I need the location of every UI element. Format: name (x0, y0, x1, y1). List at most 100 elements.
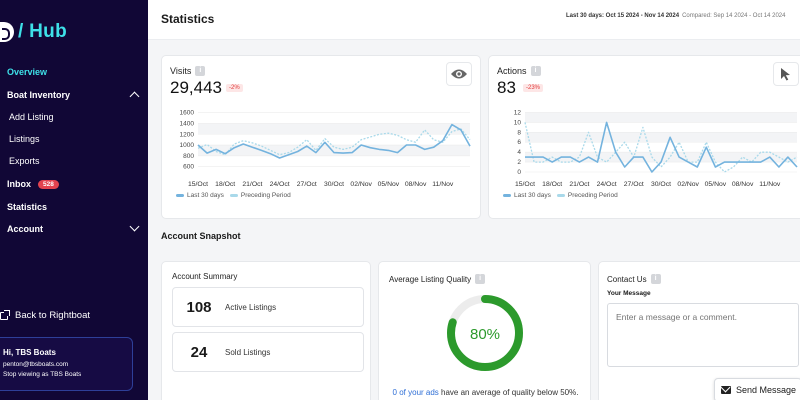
contact-title: Contact Us i (607, 274, 661, 284)
date-range-current: Last 30 days: Oct 15 2024 - Nov 14 2024 (566, 13, 680, 19)
send-message-label: Send Message (736, 385, 797, 395)
chevron-down-icon[interactable] (129, 221, 140, 232)
sidebar-item-label: Statistics (7, 202, 48, 212)
legend-item-previous: Preceding Period (229, 192, 291, 199)
sidebar-item-account[interactable]: Account (0, 221, 148, 234)
sidebar-item-label: Boat Inventory (7, 90, 71, 100)
contact-card: Contact Us i Your Message (598, 261, 800, 400)
actions-chart: 0 2 4 6 8 10 12 15/Oct 18/Oct 21/Oct 24/Oct 27/Oct 3… (489, 106, 800, 198)
page-title: Statistics (161, 12, 215, 26)
y-tick-label: 1600 (180, 110, 195, 117)
x-tick-label: 08/Nov (405, 181, 427, 188)
stop-viewing-link[interactable]: Stop viewing as TBS Boats (3, 371, 82, 378)
x-tick-label: 02/Nov (350, 181, 372, 188)
back-to-rightboat-link[interactable]: Back to Rightboat (0, 309, 148, 321)
legend-label: Preceding Period (567, 192, 618, 199)
x-tick-label: 05/Nov (705, 181, 727, 188)
active-listings-box[interactable]: 108 Active Listings (172, 287, 364, 327)
date-range[interactable]: Last 30 days: Oct 15 2024 - Nov 14 2024 C… (566, 13, 785, 19)
gauge-value: 80% (470, 326, 500, 343)
brand-logo[interactable]: / Hub (0, 20, 67, 44)
series-line-previous (524, 122, 798, 173)
visits-chart-svg: 600 800 1000 1200 1400 1600 15/Oct 18/Oct 21/Oct… (180, 110, 471, 188)
grid-band (525, 152, 797, 163)
y-tick-label: 6 (517, 139, 521, 146)
gauge-arc (447, 295, 523, 371)
eye-icon (451, 69, 467, 79)
x-tick-label: 11/Nov (759, 181, 781, 188)
sidebar-item-exports[interactable]: Exports (0, 156, 148, 166)
legend-swatch (556, 194, 565, 197)
x-tick-label: 27/Oct (624, 181, 644, 188)
y-tick-label: 600 (183, 164, 194, 171)
x-tick-label: 05/Nov (378, 181, 400, 188)
y-tick-label: 1200 (180, 131, 195, 138)
user-card: Hi, TBS Boats penton@tbsboats.com Stop v… (0, 337, 133, 391)
grid-band (525, 132, 797, 143)
legend-swatch (176, 194, 184, 197)
y-tick-label: 10 (514, 119, 522, 126)
info-icon[interactable]: i (530, 66, 541, 76)
sidebar-item-label: Add Listing (9, 112, 54, 122)
x-tick-label: 21/Oct (569, 181, 589, 188)
info-icon[interactable]: i (475, 274, 486, 284)
y-tick-label: 800 (183, 153, 194, 160)
brand-text: / Hub (18, 21, 67, 42)
actions-delta-badge: -23% (523, 84, 544, 92)
inbox-count-badge: 528 (38, 179, 59, 189)
info-icon[interactable]: i (195, 66, 206, 76)
ads-below-threshold-link[interactable]: 0 of your ads (392, 388, 439, 397)
actions-title: Actions i (497, 66, 541, 76)
sidebar-item-add-listing[interactable]: Add Listing (0, 112, 148, 122)
x-tick-label: 18/Oct (215, 181, 235, 188)
account-summary-title: Account Summary (172, 272, 238, 281)
quality-footnote: 0 of your ads have an average of quality… (379, 388, 592, 397)
x-tick-label: 30/Oct (651, 181, 671, 188)
sold-listings-count: 24 (190, 343, 208, 361)
sidebar-item-boat-inventory[interactable]: Boat Inventory (0, 90, 148, 102)
account-summary-card: Account Summary 108 Active Listings 24 S… (161, 261, 371, 400)
x-tick-label: 27/Oct (297, 181, 317, 188)
sidebar-item-label: Account (7, 224, 43, 234)
sidebar-item-label: Exports (9, 156, 40, 166)
anchor-logo-icon (0, 22, 14, 42)
y-tick-label: 1400 (180, 120, 195, 127)
sidebar-item-listings[interactable]: Listings (0, 134, 148, 144)
x-tick-label: 30/Oct (324, 181, 344, 188)
visits-legend: Last 30 days Preceding Period (176, 192, 297, 199)
sold-listings-box[interactable]: 24 Sold Listings (172, 332, 364, 372)
series-line-current (525, 121, 798, 173)
legend-item-current: Last 30 days (176, 192, 224, 199)
send-message-button[interactable]: Send Message (714, 378, 800, 400)
y-tick-label: 4 (517, 149, 521, 156)
sidebar-item-overview[interactable]: Overview (0, 67, 148, 77)
legend-swatch (229, 194, 238, 197)
page-header: Statistics Last 30 days: Oct 15 2024 - N… (148, 0, 800, 40)
active-listings-count: 108 (186, 298, 212, 316)
y-tick-label: 0 (517, 169, 521, 176)
cursor-icon (781, 68, 790, 81)
info-icon[interactable]: i (650, 274, 661, 284)
visits-icon-box (446, 62, 472, 86)
x-tick-label: 21/Oct (242, 181, 262, 188)
actions-title-label: Actions (497, 66, 527, 76)
x-tick-label: 02/Nov (677, 181, 699, 188)
legend-label: Last 30 days (187, 192, 224, 199)
listing-quality-title: Average Listing Quality i (389, 274, 486, 284)
chevron-up-icon[interactable] (129, 91, 140, 102)
contact-title-label: Contact Us (607, 274, 647, 284)
external-link-icon (0, 309, 10, 320)
listing-quality-card: Average Listing Quality i 80% 0 of your … (378, 261, 591, 400)
x-tick-label: 15/Oct (515, 181, 535, 188)
x-tick-label: 18/Oct (542, 181, 562, 188)
message-textarea[interactable] (607, 303, 799, 367)
visits-card: Visits i 29,443 -2% 600 800 1000 1200 1400 16… (161, 55, 481, 219)
x-tick-label: 24/Oct (597, 181, 617, 188)
sidebar-item-statistics[interactable]: Statistics (0, 202, 148, 212)
sidebar-item-inbox[interactable]: Inbox 528 (0, 179, 148, 189)
mail-icon (721, 386, 731, 394)
x-tick-label: 11/Nov (432, 181, 454, 188)
actions-icon-box (773, 62, 799, 86)
x-tick-label: 24/Oct (270, 181, 290, 188)
